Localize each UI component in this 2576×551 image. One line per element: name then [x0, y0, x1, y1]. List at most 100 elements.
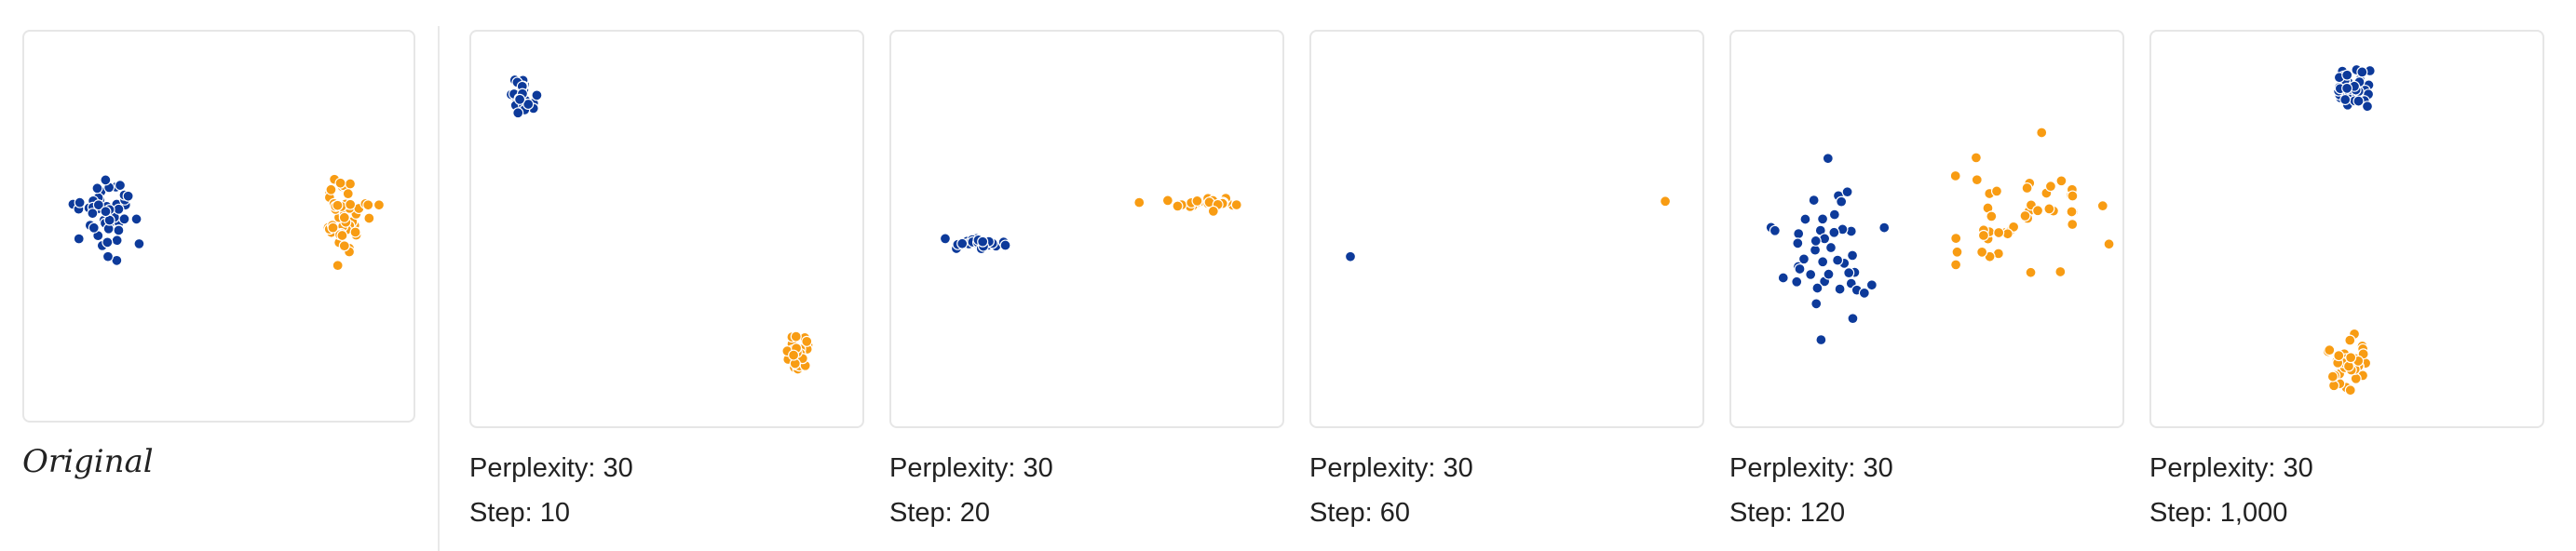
orange-point	[1191, 195, 1203, 207]
blue-point	[113, 203, 125, 215]
orange-point	[327, 222, 339, 234]
perplexity-label: Perplexity: 30	[469, 453, 633, 483]
orange-point	[332, 260, 344, 272]
orange-point	[2025, 266, 2037, 278]
original-scatter	[67, 173, 385, 272]
blue-point	[1847, 313, 1859, 325]
blue-point	[1344, 250, 1357, 262]
orange-point	[1230, 199, 1242, 211]
blue-point	[1810, 235, 1822, 247]
blue-point	[522, 98, 535, 111]
blue-point	[1823, 268, 1835, 280]
blue-point	[1777, 272, 1789, 284]
blue-point	[1792, 237, 1804, 249]
blue-point	[1797, 253, 1810, 265]
orange-point	[1172, 200, 1184, 212]
blue-point	[1769, 224, 1781, 236]
orange-point	[362, 199, 374, 211]
blue-point	[118, 213, 130, 225]
orange-point	[1993, 226, 2005, 239]
blue-point	[102, 250, 114, 262]
blue-point	[74, 196, 86, 208]
blue-point	[2341, 82, 2353, 94]
orange-point	[2096, 200, 2108, 212]
orange-point	[1970, 152, 1982, 164]
orange-point	[2044, 181, 2056, 193]
blue-point	[1810, 298, 1823, 310]
orange-point	[373, 199, 385, 211]
original-caption: Original	[22, 443, 154, 480]
step-label: Step: 1,000	[2149, 498, 2288, 528]
orange-point	[1976, 246, 1988, 258]
original-panel	[22, 30, 415, 423]
section-divider	[438, 26, 440, 551]
orange-point	[2019, 209, 2031, 222]
orange-point	[345, 178, 357, 190]
blue-point	[1822, 153, 1834, 165]
snapshot-scatter	[1344, 195, 1672, 262]
blue-point	[1793, 228, 1805, 240]
blue-point	[1836, 195, 1848, 208]
orange-point	[1977, 229, 1989, 241]
orange-point	[1990, 185, 2003, 197]
blue-point	[92, 199, 104, 211]
blue-point	[1832, 254, 1844, 266]
blue-point	[977, 235, 989, 248]
orange-point	[1951, 246, 1963, 258]
blue-point	[1824, 241, 1837, 254]
blue-point	[100, 174, 112, 186]
perplexity-label: Perplexity: 30	[1729, 453, 1893, 483]
snapshot-scatter	[939, 193, 1242, 255]
blue-point	[87, 208, 99, 220]
blue-point	[1808, 195, 1820, 207]
blue-point	[999, 239, 1011, 251]
orange-point	[2055, 175, 2068, 187]
blue-point	[114, 180, 127, 192]
blue-point	[133, 237, 145, 249]
orange-point	[345, 198, 357, 210]
blue-point	[1843, 267, 1855, 279]
orange-point	[332, 199, 344, 211]
blue-point	[1815, 334, 1827, 346]
blue-point	[122, 190, 134, 202]
orange-point	[2344, 384, 2356, 396]
orange-point	[2032, 205, 2044, 217]
blue-point	[2341, 69, 2353, 81]
orange-point	[338, 240, 350, 252]
step-label: Step: 10	[469, 498, 571, 528]
snapshot-panel-step-10	[469, 30, 864, 428]
blue-point	[73, 233, 85, 245]
orange-point	[336, 229, 348, 242]
orange-point	[2043, 203, 2055, 215]
orange-point	[342, 188, 354, 200]
orange-point	[2067, 219, 2079, 231]
orange-point	[1971, 174, 1983, 186]
orange-point	[788, 349, 800, 361]
blue-point	[1794, 262, 1806, 276]
blue-point	[1791, 276, 1803, 288]
orange-point	[1660, 195, 1672, 208]
blue-point	[939, 233, 951, 245]
orange-point	[2326, 370, 2339, 383]
blue-point	[1828, 226, 1840, 238]
blue-point	[1878, 222, 1891, 234]
orange-point	[790, 330, 802, 343]
orange-point	[1950, 259, 1962, 271]
blue-point	[512, 107, 524, 119]
blue-point	[1847, 249, 1859, 262]
step-label: Step: 120	[1729, 498, 1846, 528]
orange-point	[2344, 334, 2356, 346]
blue-point	[88, 222, 100, 234]
perplexity-label: Perplexity: 30	[889, 453, 1053, 483]
blue-point	[514, 93, 526, 105]
orange-point	[1950, 233, 1962, 245]
blue-point	[1811, 282, 1824, 294]
blue-point	[1834, 283, 1846, 295]
blue-point	[1817, 213, 1829, 225]
blue-point	[956, 237, 969, 249]
orange-point	[1949, 169, 1961, 181]
snapshot-panel-step-1000	[2149, 30, 2544, 428]
blue-point	[531, 89, 543, 101]
blue-point	[2361, 101, 2374, 113]
orange-point	[1133, 196, 1146, 208]
